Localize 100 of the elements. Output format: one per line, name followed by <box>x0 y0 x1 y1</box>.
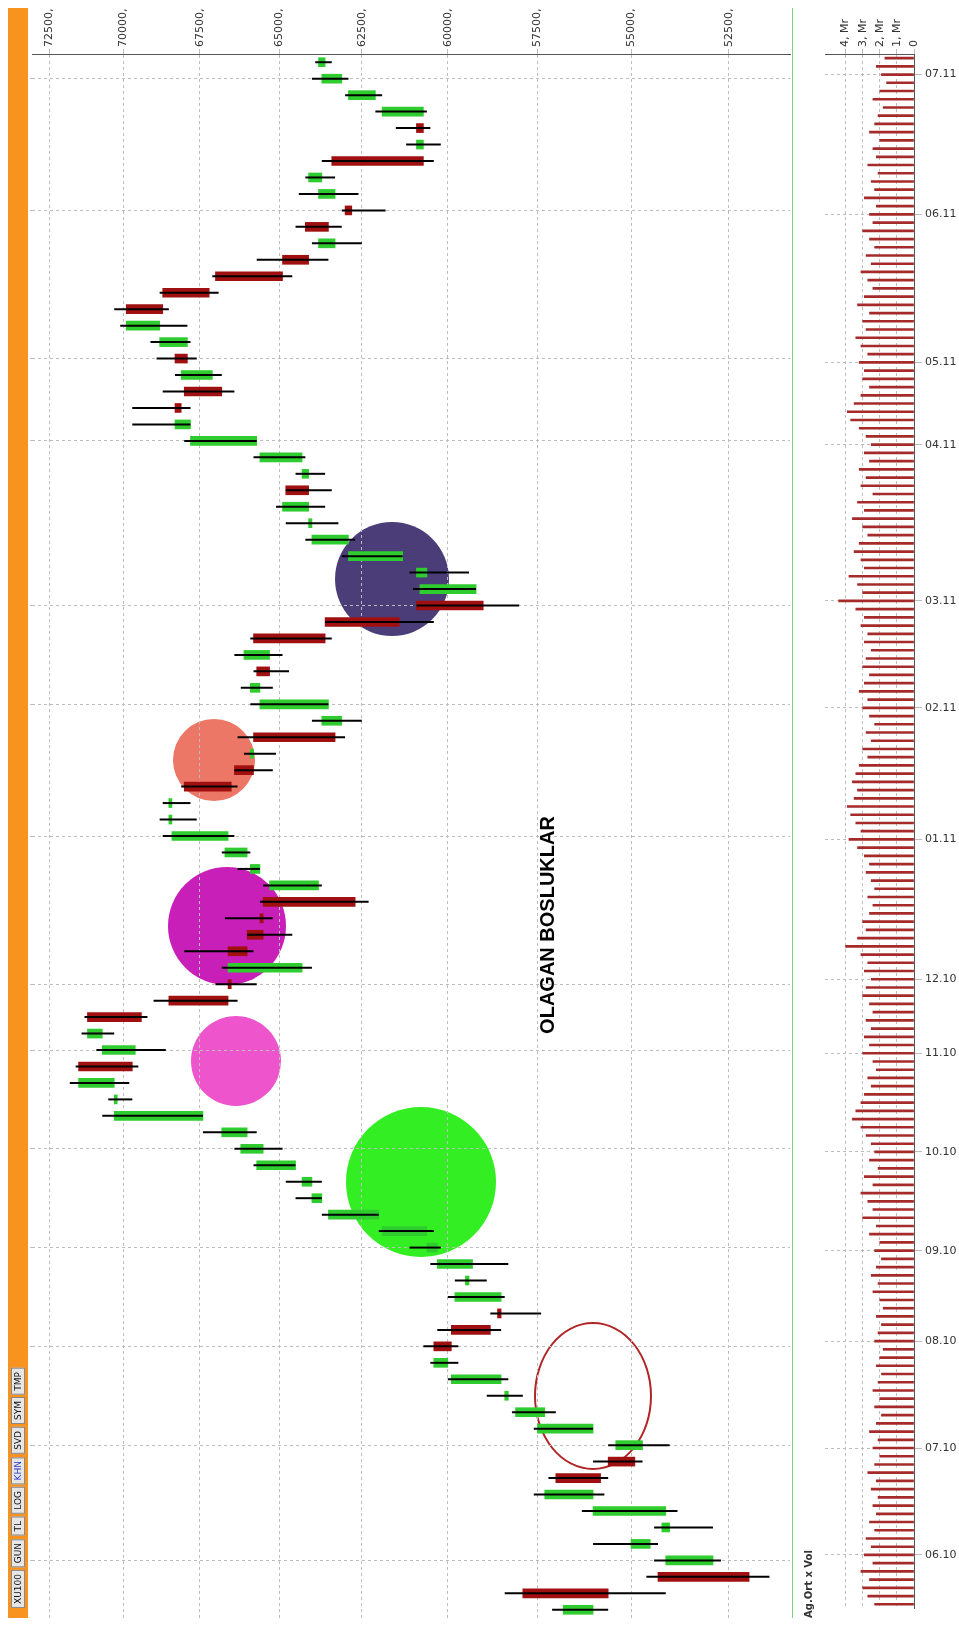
bar <box>870 1027 914 1030</box>
y-tick-label: 08.10 <box>925 1333 957 1347</box>
bar <box>862 994 914 998</box>
bar <box>865 731 914 734</box>
bar <box>872 287 914 290</box>
bar <box>864 1093 914 1096</box>
bar <box>865 870 914 874</box>
bar <box>881 1323 914 1326</box>
y-tick-label: 07.11 <box>925 67 957 81</box>
y-tick-label: 11.10 <box>925 1046 957 1060</box>
bar <box>865 328 914 331</box>
bar <box>870 1273 914 1277</box>
bar <box>876 1422 914 1425</box>
bar <box>869 1430 914 1433</box>
bar <box>860 1101 914 1104</box>
bar <box>872 97 914 101</box>
x-tick-label: 62500, <box>354 8 368 47</box>
bar <box>867 961 914 965</box>
bar <box>858 426 914 430</box>
bar <box>869 1578 914 1581</box>
bar <box>870 1545 914 1549</box>
bar <box>879 139 914 142</box>
y-tick-label: 01.11 <box>925 832 957 846</box>
bar <box>858 690 914 693</box>
bar <box>845 945 914 948</box>
x-tick-label: 57500, <box>530 8 544 47</box>
bar <box>862 1216 914 1220</box>
bar <box>874 1249 914 1252</box>
y-tick-label: 05.11 <box>925 355 957 369</box>
bar <box>846 805 914 808</box>
bar <box>860 558 914 562</box>
bar <box>870 1142 914 1146</box>
bar <box>867 632 914 636</box>
bar <box>879 1397 914 1401</box>
bar <box>860 624 914 627</box>
y-tick-label: 10.10 <box>925 1144 957 1158</box>
bar <box>865 254 914 257</box>
bar <box>858 468 914 471</box>
bar <box>869 912 914 915</box>
bar <box>848 574 914 578</box>
bar <box>865 1134 914 1137</box>
bar <box>882 1306 914 1310</box>
bar <box>869 1158 914 1162</box>
bar <box>864 369 914 372</box>
bar <box>862 920 914 923</box>
bar <box>848 838 914 841</box>
bar <box>862 591 914 595</box>
bar <box>862 1051 914 1055</box>
y-tick-label: 03.11 <box>925 593 957 607</box>
bar <box>874 1602 914 1606</box>
y-tick-label: 07.10 <box>925 1440 957 1454</box>
bar <box>865 476 914 479</box>
bar <box>877 1282 914 1285</box>
y-tick-label: 12.10 <box>925 972 957 986</box>
x-tick-label: 65000, <box>272 8 286 47</box>
bar <box>853 402 914 405</box>
bar <box>867 352 914 356</box>
bar <box>858 542 914 545</box>
y-tick-label: 04.11 <box>925 437 957 451</box>
bar <box>867 755 914 759</box>
bar <box>876 65 914 68</box>
bar <box>870 739 914 743</box>
x-tick-label: 1, Mr <box>889 18 903 47</box>
bar <box>865 986 914 989</box>
toolbar: XU100 GUN TL LOG KHN SVD SYM TMP <box>8 8 28 1618</box>
bar <box>872 1060 914 1063</box>
bar <box>870 977 914 981</box>
bar <box>874 188 914 192</box>
bar <box>864 295 914 298</box>
bar <box>876 155 914 159</box>
bar <box>858 764 914 767</box>
y-tick-label: 06.11 <box>925 207 957 221</box>
bar <box>853 796 914 800</box>
bar <box>886 81 914 85</box>
bar <box>865 435 914 438</box>
y-tick-label: 09.10 <box>925 1243 957 1257</box>
bar <box>867 698 914 701</box>
bar <box>862 665 914 669</box>
bar <box>882 106 914 109</box>
x-tick-label: 70000, <box>116 8 130 47</box>
bar <box>879 1454 914 1458</box>
bar <box>882 1348 914 1351</box>
bar <box>852 517 914 521</box>
bar <box>855 1109 914 1113</box>
bar <box>860 953 914 956</box>
bar <box>850 813 914 817</box>
x-tick-label: 0 <box>906 40 920 47</box>
bar <box>870 262 914 266</box>
y-tick-label: 06.10 <box>925 1547 957 1561</box>
bar <box>872 1389 914 1392</box>
bar <box>879 1356 914 1359</box>
bar <box>876 1512 914 1516</box>
bar <box>869 213 914 216</box>
bar <box>874 722 914 726</box>
bar <box>846 410 914 414</box>
bar <box>872 1290 914 1294</box>
bar <box>855 772 914 775</box>
bar <box>860 1125 914 1129</box>
bar <box>857 583 914 586</box>
bar <box>862 229 914 233</box>
